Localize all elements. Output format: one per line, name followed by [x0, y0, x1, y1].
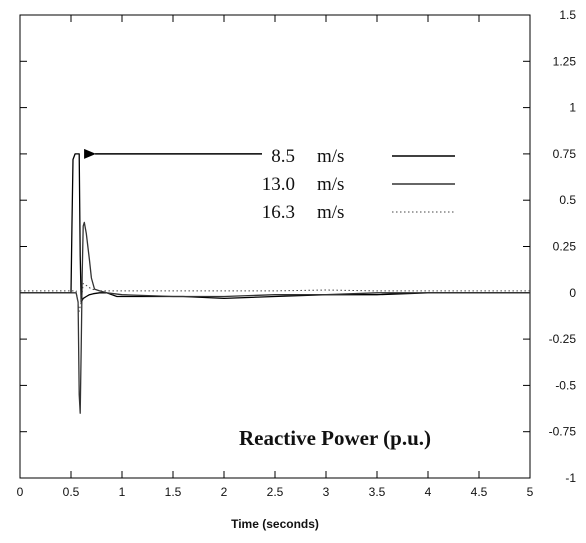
annotation-reactive-power: Reactive Power (p.u.) [239, 426, 431, 450]
x-tick-label: 3.5 [369, 485, 386, 499]
legend-value: 16.3 [262, 202, 295, 223]
x-tick-label: 5 [527, 485, 534, 499]
y-tick-label: -0.25 [549, 332, 577, 346]
y-tick-label: -1 [565, 471, 576, 485]
y-tick-label: -0.75 [549, 425, 577, 439]
x-tick-label: 2.5 [267, 485, 284, 499]
y-tick-label: 0 [569, 286, 576, 300]
x-tick-label: 2 [221, 485, 228, 499]
legend-value: 8.5 [271, 146, 295, 167]
series-layer [20, 153, 530, 414]
series-line-13-0 [20, 221, 530, 414]
y-tick-label: 0.5 [559, 193, 576, 207]
x-tick-label: 0 [17, 485, 24, 499]
annotation-layer: Reactive Power (p.u.) [239, 426, 431, 450]
legend-unit: m/s [317, 146, 344, 167]
y-tick-label: 1.5 [559, 8, 576, 22]
x-tick-label: 0.5 [63, 485, 80, 499]
x-tick-label: 1 [119, 485, 126, 499]
legend: 8.5 m/s 13.0 m/s 16.3 m/s [84, 146, 455, 223]
y-tick-label: -0.5 [555, 378, 576, 392]
legend-unit: m/s [317, 202, 344, 223]
x-tick-label: 3 [323, 485, 330, 499]
y-tick-label: 0.25 [553, 240, 577, 254]
ticks-layer: 0 0.5 1 1.5 2 2.5 3 3.5 4 4.5 5 -1 -0.75 -0.5 -0.25 0 0.… [17, 8, 577, 499]
legend-unit: m/s [317, 174, 344, 195]
y-tick-label: 1 [569, 101, 576, 115]
x-axis-title: Time (seconds) [231, 517, 319, 531]
plot-frame [19, 14, 531, 479]
y-tick-label: 1.25 [553, 54, 577, 68]
legend-value: 13.0 [262, 174, 295, 195]
x-tick-label: 4.5 [471, 485, 488, 499]
y-tick-label: 0.75 [553, 147, 577, 161]
x-tick-label: 4 [425, 485, 432, 499]
x-tick-label: 1.5 [165, 485, 182, 499]
